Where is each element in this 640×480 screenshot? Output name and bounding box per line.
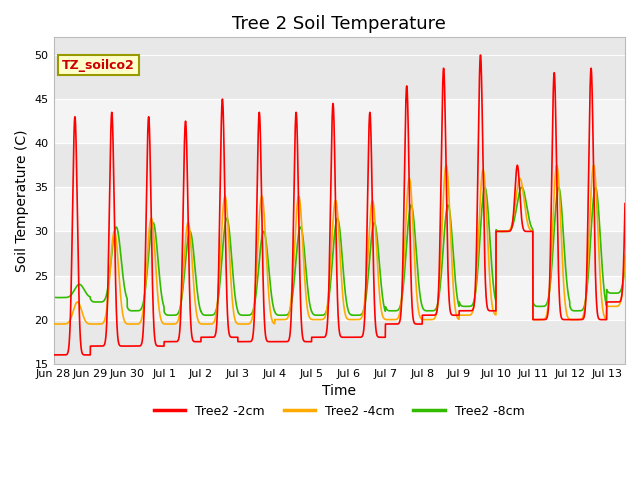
Tree2 -2cm — [50, 352, 58, 358]
Tree2 -2cm — [310, 335, 317, 340]
Tree2 -4cm — [310, 317, 317, 323]
Tree2 -4cm — [500, 228, 508, 234]
Tree2 -2cm — [621, 201, 629, 206]
Tree2 -8cm — [50, 294, 58, 300]
X-axis label: Time: Time — [323, 384, 356, 398]
Tree2 -2cm — [501, 228, 509, 234]
Tree2 -8cm — [325, 294, 333, 300]
Tree2 -8cm — [500, 228, 508, 234]
Tree2 -2cm — [617, 298, 625, 304]
Title: Tree 2 Soil Temperature: Tree 2 Soil Temperature — [232, 15, 446, 33]
Tree2 -4cm — [50, 321, 58, 327]
Tree2 -8cm — [310, 312, 317, 317]
Tree2 -4cm — [590, 162, 598, 168]
Tree2 -2cm — [373, 332, 381, 338]
Tree2 -2cm — [297, 306, 305, 312]
Bar — [54, 99, 625, 143]
Y-axis label: Soil Temperature (C): Soil Temperature (C) — [15, 129, 29, 272]
Tree2 -8cm — [621, 263, 629, 269]
Bar — [54, 276, 625, 320]
Bar — [54, 187, 625, 231]
Legend: Tree2 -2cm, Tree2 -4cm, Tree2 -8cm: Tree2 -2cm, Tree2 -4cm, Tree2 -8cm — [149, 400, 529, 423]
Tree2 -2cm — [325, 276, 333, 282]
Tree2 -4cm — [297, 208, 305, 214]
Line: Tree2 -2cm: Tree2 -2cm — [54, 55, 625, 355]
Tree2 -2cm — [50, 352, 58, 358]
Line: Tree2 -4cm: Tree2 -4cm — [54, 165, 625, 324]
Tree2 -2cm — [477, 52, 484, 58]
Tree2 -8cm — [591, 184, 599, 190]
Tree2 -8cm — [168, 312, 175, 318]
Text: TZ_soilco2: TZ_soilco2 — [62, 59, 135, 72]
Tree2 -4cm — [325, 285, 333, 290]
Tree2 -4cm — [55, 321, 63, 327]
Tree2 -4cm — [621, 252, 629, 258]
Tree2 -4cm — [617, 299, 625, 305]
Tree2 -4cm — [373, 252, 381, 258]
Tree2 -8cm — [617, 288, 625, 294]
Tree2 -8cm — [373, 233, 381, 239]
Line: Tree2 -8cm: Tree2 -8cm — [54, 187, 625, 315]
Tree2 -8cm — [297, 224, 305, 230]
